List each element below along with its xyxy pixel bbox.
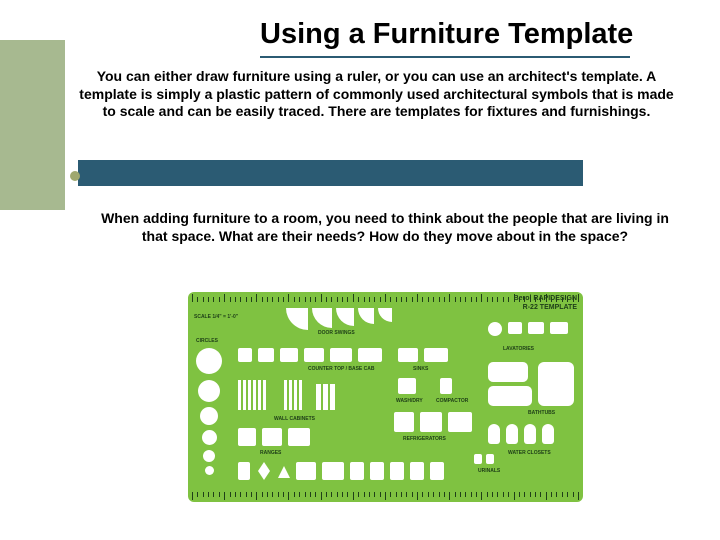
cutout-door-swing (336, 308, 354, 326)
cutout-wc (524, 424, 536, 444)
label-fridge: REFRIGERATORS (403, 436, 446, 442)
label-circles: CIRCLES (196, 338, 218, 344)
cutout-range (262, 428, 282, 446)
cutout-bars (238, 380, 266, 410)
cutout-door-swing (358, 308, 374, 324)
cutout-lav (508, 322, 522, 334)
label-door-swings: DOOR SWINGS (318, 330, 355, 336)
cutout-wc (488, 424, 500, 444)
accent-bar (78, 160, 583, 186)
paragraph-1: You can either draw furniture using a ru… (78, 68, 675, 121)
cutout-misc (258, 462, 270, 480)
paragraph-2: When adding furniture to a room, you nee… (95, 210, 675, 245)
template-model: R-22 TEMPLATE (523, 304, 577, 311)
cutout-door-swing (312, 308, 332, 328)
cutout-tub (538, 362, 574, 406)
cutout-misc (350, 462, 364, 480)
label-lav: LAVATORIES (503, 346, 534, 352)
architect-template-image: Berol RAPIDESIGN R-22 TEMPLATE SCALE 1/4… (188, 292, 583, 502)
cutout-cab (238, 348, 252, 362)
cutout-fridge (420, 412, 442, 432)
cutout-lav (488, 322, 502, 336)
cutout-bars (316, 384, 335, 410)
cutout-lav (550, 322, 568, 334)
cutout-sink (424, 348, 448, 362)
cutout-door-swing (378, 308, 392, 322)
cutout-lav (528, 322, 544, 334)
cutout-tub (488, 386, 532, 406)
cutout-misc (322, 462, 344, 480)
cutout-cab (358, 348, 382, 362)
side-accent-block (0, 40, 65, 210)
cutout-misc (430, 462, 444, 480)
cutout-circle (205, 466, 214, 475)
cutout-fridge (448, 412, 472, 432)
template-board: Berol RAPIDESIGN R-22 TEMPLATE SCALE 1/4… (188, 292, 583, 502)
label-washdry: WASH/DRY (396, 398, 423, 404)
cutout-misc (390, 462, 404, 480)
cutout-tub (488, 362, 528, 382)
cutout-cab (330, 348, 352, 362)
label-counter: COUNTER TOP / BASE CAB (308, 366, 375, 372)
label-compactor: COMPACTOR (436, 398, 468, 404)
bullet-icon (70, 171, 80, 181)
slide: Using a Furniture Template You can eithe… (0, 0, 720, 540)
cutout-urinal (486, 454, 494, 464)
ruler-top (192, 294, 579, 302)
slide-title: Using a Furniture Template (260, 18, 700, 51)
label-wc: WATER CLOSETS (508, 450, 551, 456)
cutout-circle (196, 348, 222, 374)
label-urinal: URINALS (478, 468, 500, 474)
label-tub: BATHTUBS (528, 410, 555, 416)
cutout-circle (198, 380, 220, 402)
label-scale: SCALE 1/4" = 1'-0" (194, 314, 238, 320)
cutout-misc (278, 466, 290, 478)
cutout-fridge (394, 412, 414, 432)
cutout-compactor (440, 378, 452, 394)
cutout-bars (284, 380, 302, 410)
title-underline (260, 56, 630, 58)
cutout-range (288, 428, 310, 446)
cutout-cab (304, 348, 324, 362)
cutout-wc (506, 424, 518, 444)
label-sinks: SINKS (413, 366, 428, 372)
cutout-circle (202, 430, 217, 445)
cutout-misc (410, 462, 424, 480)
cutout-cab (280, 348, 298, 362)
cutout-circle (203, 450, 215, 462)
cutout-range (238, 428, 256, 446)
cutout-misc (370, 462, 384, 480)
cutout-misc (238, 462, 250, 480)
cutout-door-swing (286, 308, 308, 330)
cutout-wc (542, 424, 554, 444)
label-ranges: RANGES (260, 450, 281, 456)
cutout-circle (200, 407, 218, 425)
label-wall-cab: WALL CABINETS (274, 416, 315, 422)
cutout-misc (296, 462, 316, 480)
cutout-cab (258, 348, 274, 362)
cutout-washer (398, 378, 416, 394)
ruler-bottom (192, 492, 579, 500)
cutout-sink (398, 348, 418, 362)
cutout-urinal (474, 454, 482, 464)
